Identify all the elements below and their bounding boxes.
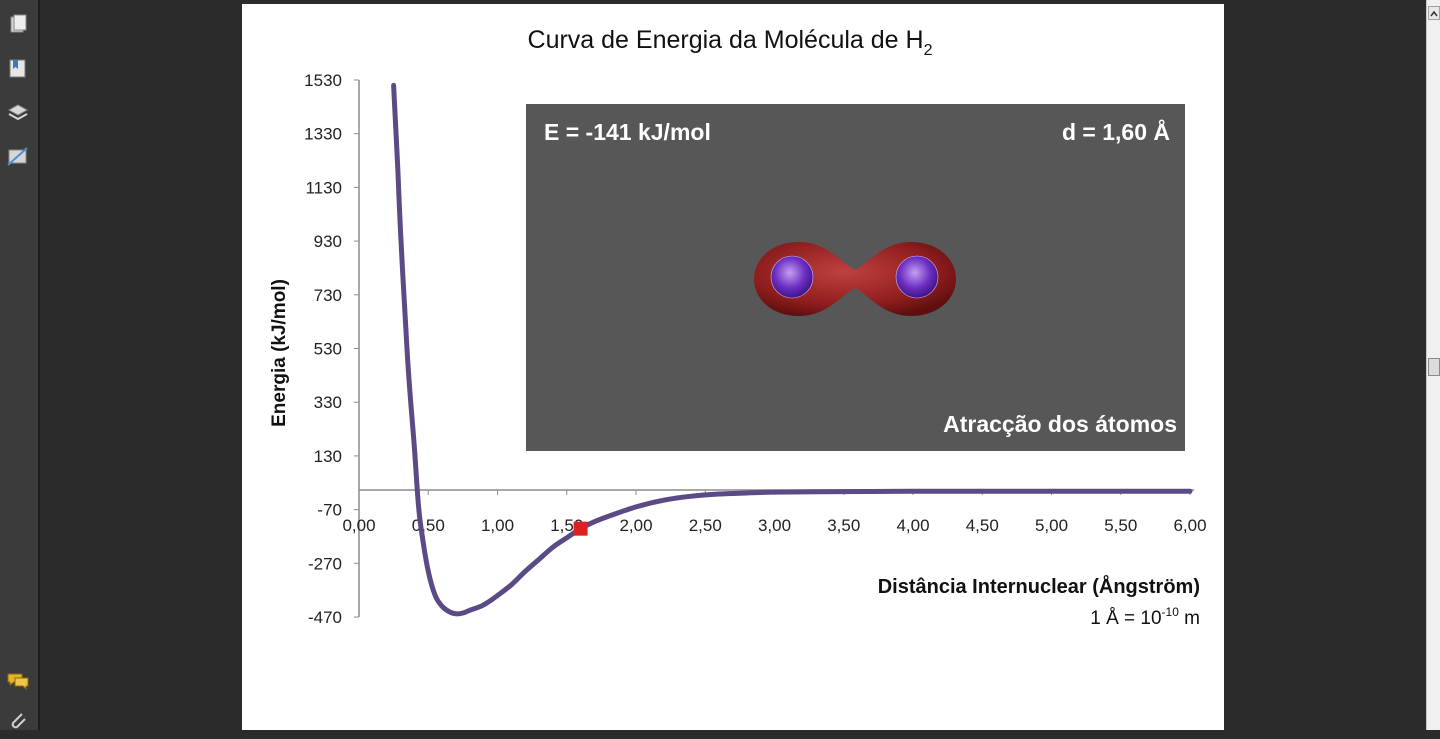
energy-curve-chart: Curva de Energia da Molécula de H2 Energ… xyxy=(269,26,1207,629)
y-tick-label: 1330 xyxy=(304,125,342,144)
inset-energy-label: E = -141 kJ/mol xyxy=(544,119,711,145)
y-tick-label: -70 xyxy=(317,501,342,520)
x-tick-labels: 0,00 0,50 1,00 1,50 2,00 2,50 3,00 3,50 4,00 4,50… xyxy=(342,490,1207,535)
y-tick-label: -270 xyxy=(308,554,342,573)
inset-panel: E = -141 kJ/mol d = 1,60 Å Atracção dos … xyxy=(526,104,1185,451)
x-tick-label: 1,00 xyxy=(481,516,514,535)
energy-series-line xyxy=(391,82,1193,617)
y-tick-label: 130 xyxy=(314,447,342,466)
comments-icon[interactable] xyxy=(5,668,31,694)
bookmarks-icon[interactable] xyxy=(5,56,31,82)
pages-icon[interactable] xyxy=(5,12,31,38)
x-tick-label: 3,00 xyxy=(758,516,791,535)
layers-icon[interactable] xyxy=(5,100,31,126)
y-tick-label: 1130 xyxy=(305,178,342,197)
y-tick-label: 930 xyxy=(314,232,342,251)
x-tick-label: 2,50 xyxy=(689,516,722,535)
attachment-icon[interactable] xyxy=(5,708,31,734)
x-tick-label: 4,00 xyxy=(896,516,929,535)
x-tick-label: 0,50 xyxy=(412,516,445,535)
chart-title: Curva de Energia da Molécula de H2 xyxy=(528,26,933,59)
y-tick-label: 1530 xyxy=(304,71,342,90)
y-tick-label: -470 xyxy=(308,608,342,627)
h2-molecule-image xyxy=(754,242,956,316)
left-navigation-toolbar xyxy=(0,0,40,730)
y-tick-label: 530 xyxy=(314,340,342,359)
current-point-marker xyxy=(573,521,588,536)
x-tick-label: 6,00 xyxy=(1173,516,1206,535)
x-tick-label: 4,50 xyxy=(966,516,999,535)
x-tick-label: 0,00 xyxy=(342,516,375,535)
x-tick-label: 5,50 xyxy=(1104,516,1137,535)
vertical-scrollbar[interactable] xyxy=(1426,0,1440,730)
inset-distance-label: d = 1,60 Å xyxy=(1062,118,1170,145)
signatures-icon[interactable] xyxy=(5,144,31,170)
hydrogen-nucleus-left xyxy=(770,255,814,299)
inset-caption: Atracção dos átomos xyxy=(943,411,1177,437)
hydrogen-nucleus-right xyxy=(895,255,939,299)
pdf-page: Curva de Energia da Molécula de H2 Energ… xyxy=(242,4,1224,730)
y-tick-label: 730 xyxy=(314,286,342,305)
y-tick-label: 330 xyxy=(314,393,342,412)
x-axis-label: Distância Internuclear (Ångström) xyxy=(878,574,1200,598)
y-tick-labels: 1530 1330 1130 930 730 530 330 130 -70 -270 -470 xyxy=(304,71,359,627)
x-tick-label: 2,00 xyxy=(619,516,652,535)
y-axis-label: Energia (kJ/mol) xyxy=(269,279,290,427)
scroll-up-button[interactable] xyxy=(1428,6,1440,20)
x-tick-label: 3,50 xyxy=(827,516,860,535)
scrollbar-thumb[interactable] xyxy=(1428,358,1440,376)
x-axis-unit-note: 1 Å = 10-10 m xyxy=(1090,605,1200,629)
x-tick-label: 5,00 xyxy=(1035,516,1068,535)
